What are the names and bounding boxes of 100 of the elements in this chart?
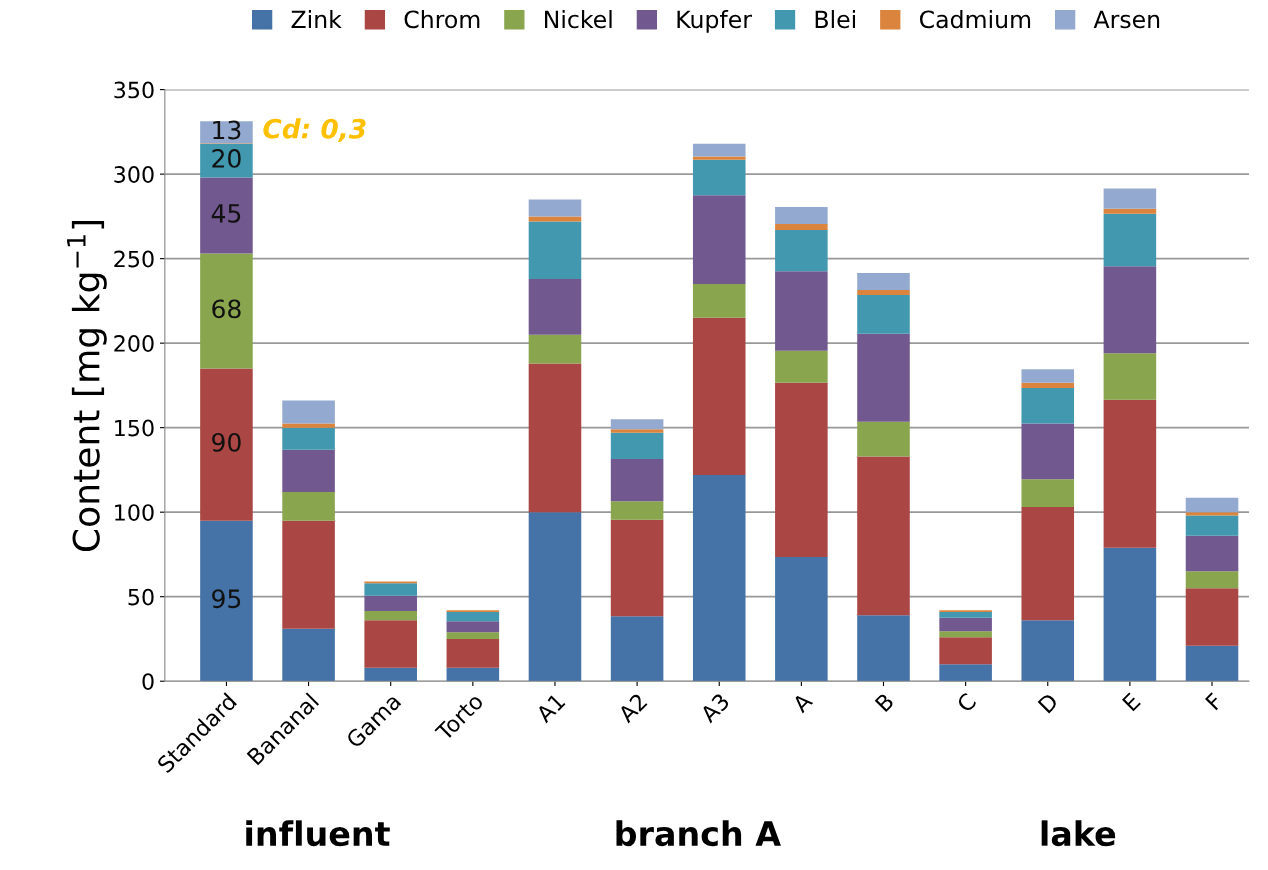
- bar: [775, 556, 828, 682]
- bar: [857, 333, 910, 422]
- bar: [364, 595, 417, 612]
- bar: [1021, 620, 1075, 682]
- bar: [857, 615, 910, 682]
- annotation: Cd: 0,3: [263, 118, 366, 143]
- bar: [939, 664, 992, 682]
- bar: [528, 278, 582, 335]
- bar: [1021, 423, 1075, 480]
- bar: [1185, 645, 1239, 682]
- bar: [1185, 571, 1239, 589]
- bar: [1185, 535, 1239, 572]
- bar: [939, 611, 992, 618]
- bar: [775, 229, 828, 272]
- bar: [1103, 547, 1157, 682]
- bar: [692, 317, 746, 475]
- x-tick-label: A2: [616, 692, 648, 724]
- bar: [282, 449, 335, 492]
- bar: [528, 199, 582, 217]
- y-tick-label: 100: [115, 504, 154, 521]
- bar: [446, 632, 500, 639]
- bar: [610, 519, 664, 617]
- bar: [610, 432, 664, 459]
- y-tick-label: 0: [142, 673, 154, 690]
- bar: [692, 156, 746, 160]
- bar: [1103, 353, 1157, 400]
- bar: [775, 223, 828, 230]
- bar: [200, 253, 253, 369]
- bar: [775, 207, 828, 224]
- bar: [364, 667, 417, 682]
- bar: [692, 195, 746, 284]
- bar: [1021, 479, 1075, 508]
- bar: [528, 512, 582, 682]
- bar: [1021, 382, 1075, 388]
- bar: [528, 221, 582, 279]
- bar: [692, 143, 746, 157]
- x-tick-label: D: [1037, 692, 1059, 714]
- bar: [200, 520, 253, 682]
- bar: [200, 121, 253, 144]
- bar: [692, 475, 746, 682]
- bar: [200, 177, 253, 254]
- bar: [1103, 213, 1157, 267]
- bar: [939, 617, 992, 632]
- data-label: 45: [211, 204, 241, 223]
- bar: [1021, 369, 1075, 383]
- bar: [446, 667, 500, 682]
- legend-label: Cadmium: [919, 10, 1031, 29]
- y-tick-label: 200: [114, 335, 154, 352]
- bar: [857, 273, 910, 290]
- bar: [1103, 208, 1157, 214]
- bar: [528, 216, 582, 222]
- bar: [610, 501, 664, 520]
- y-tick-label: 50: [128, 588, 154, 606]
- bar: [282, 427, 335, 450]
- bar: [857, 289, 910, 295]
- bar: [528, 363, 582, 513]
- bar: [610, 429, 664, 433]
- data-label: 20: [212, 148, 241, 168]
- y-axis-title: Content [mg kg$^{−1}$]: [67, 220, 107, 552]
- data-label: 90: [212, 432, 241, 452]
- text: lake: [1041, 820, 1116, 847]
- bar: [939, 637, 992, 665]
- y-tick-label: 250: [114, 250, 154, 268]
- bar: [200, 143, 253, 178]
- data-label: 95: [212, 589, 241, 609]
- legend-label: Arsen: [1093, 10, 1160, 29]
- x-tick-label: E: [1121, 692, 1141, 712]
- bar: [364, 620, 417, 668]
- y-tick-label: 150: [115, 419, 154, 437]
- bar: [200, 368, 253, 521]
- bar: [1021, 507, 1075, 621]
- bar: [692, 159, 746, 196]
- bar: [282, 400, 335, 424]
- bar: [282, 423, 335, 428]
- bar: [446, 621, 500, 633]
- bar: [1185, 588, 1239, 646]
- bar: [692, 283, 746, 318]
- bar: [282, 491, 335, 521]
- bar: [282, 520, 335, 629]
- bar: [857, 421, 910, 457]
- bar: [610, 616, 664, 682]
- x-tick-label: C: [955, 692, 977, 714]
- bar: [1185, 515, 1239, 536]
- bar: [282, 628, 335, 682]
- text: influent: [246, 820, 390, 847]
- x-tick-label: B: [874, 692, 895, 713]
- bar: [446, 638, 500, 668]
- legend-label: Chrom: [404, 10, 480, 29]
- bar: [857, 456, 910, 616]
- legend-label: Kupfer: [677, 10, 752, 33]
- text: branch A: [616, 820, 781, 847]
- bar: [1103, 266, 1157, 354]
- x-tick-label: F: [1205, 692, 1224, 711]
- bar: [775, 350, 828, 383]
- bar: [775, 271, 828, 351]
- bar: [528, 334, 582, 364]
- bar: [1185, 512, 1239, 516]
- bar: [610, 419, 664, 430]
- data-label: 13: [213, 120, 241, 140]
- y-tick-label: 350: [114, 81, 154, 99]
